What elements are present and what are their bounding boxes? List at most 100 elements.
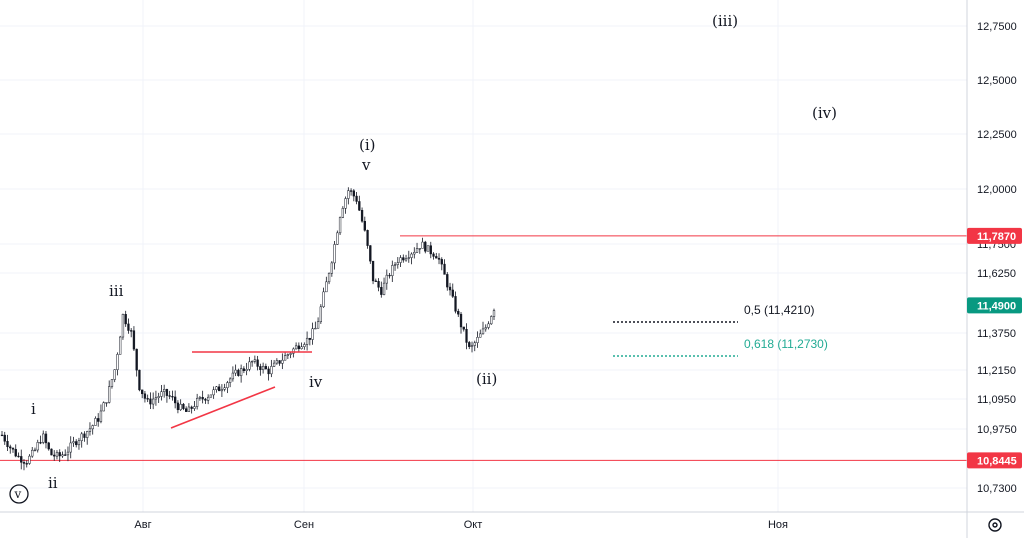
candle [31,446,34,458]
candle [264,363,268,370]
candle [374,278,377,282]
candle [399,255,402,267]
candle [187,403,191,412]
candle [72,436,75,447]
candle [157,392,160,403]
candle [443,259,446,275]
candle [303,342,306,350]
candle [245,362,248,376]
candle [325,276,328,293]
candle [149,392,152,410]
candle [201,390,204,404]
price-badge-label: 11,4900 [977,300,1016,312]
y-tick-label: 10,7300 [977,483,1017,495]
candle [168,390,171,400]
candle [204,397,207,404]
trendline-support [170,386,276,429]
candle [94,416,97,426]
candle [248,356,251,372]
candle [196,393,199,410]
settings-icon[interactable] [988,518,1002,532]
candle [338,216,342,236]
candle [58,449,61,463]
grid [0,0,967,512]
candle [484,324,487,332]
candle [174,390,177,409]
candle [402,254,405,263]
candle [369,245,372,264]
candle [385,269,388,290]
candle [42,430,45,445]
candle [481,321,485,335]
price-badge-label: 11,7870 [977,231,1016,243]
candle [410,252,413,265]
candle [426,245,430,252]
candle [132,326,136,351]
candle [116,352,119,376]
y-tick-label: 12,0000 [977,184,1017,196]
candle [479,329,482,338]
candle [468,340,471,350]
y-tick-label: 11,0950 [977,394,1016,406]
wave-label-paren-ii: (ii) [476,370,497,388]
candle [124,310,127,327]
y-tick-label: 10,9750 [977,424,1017,436]
x-tick-label: Окт [464,519,483,531]
candle [415,242,419,253]
candle [413,247,416,259]
wave-label-paren-iii: (iii) [712,12,738,30]
candle [217,383,221,392]
candle [457,308,460,317]
candle [396,257,399,269]
candle [382,277,386,296]
candle [250,360,254,367]
candle [223,383,226,392]
candle [77,437,81,450]
wave-label-ii: ii [48,474,58,492]
candle [487,321,490,330]
candle [50,448,53,456]
candle [465,323,468,350]
candle [152,392,155,410]
candle [237,368,240,377]
candle [388,272,391,279]
candle [61,451,64,458]
candle [215,386,218,393]
x-ticks: Авг Сен Окт Ноя [134,519,788,531]
candle [261,362,265,374]
fib-levels: 0,5 (11,4210) 0,618 (11,2730) [613,303,828,357]
price-axis[interactable]: 12,750012,500012,250012,000011,750011,62… [966,0,1024,538]
candle [448,282,452,296]
candle [17,452,20,458]
candle [11,447,15,453]
candle [80,431,83,448]
candle [341,206,344,219]
candle [358,195,361,211]
wave-label-iv: iv [309,373,323,391]
candle [278,360,281,366]
wave-label-paren-i: (i) [359,136,376,154]
candle [330,261,333,277]
candle [267,366,270,381]
candle [25,460,28,468]
candle [347,187,350,205]
wave-labels: i ii iii iv v (i) (ii) (iii) (iv) v [9,12,837,504]
y-tick-label: 12,7500 [977,21,1017,33]
candle [308,337,311,346]
candle [283,351,287,361]
price-badge [967,452,1022,469]
candle [33,447,37,452]
candle [421,237,424,249]
candle [130,328,133,338]
candle [9,444,12,454]
candle [314,321,317,330]
price-badge [967,297,1022,314]
candle [380,281,383,298]
y-tick-label: 12,5000 [977,75,1017,87]
candle [53,450,56,461]
candle [231,366,235,382]
candle [462,326,465,332]
candle [470,341,474,353]
time-axis[interactable]: Авг Сен Окт Ноя [0,511,1024,531]
candle [97,413,100,427]
